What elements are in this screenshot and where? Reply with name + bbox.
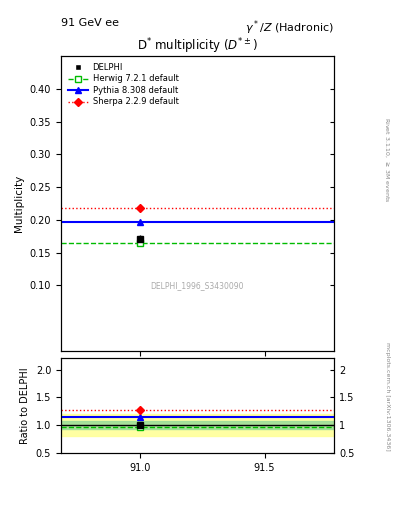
Text: DELPHI_1996_S3430090: DELPHI_1996_S3430090 (151, 282, 244, 290)
Bar (61, 421, 334, 429)
Text: mcplots.cern.ch [arXiv:1306.3436]: mcplots.cern.ch [arXiv:1306.3436] (385, 342, 389, 451)
Text: $\gamma^*/Z$ (Hadronic): $\gamma^*/Z$ (Hadronic) (245, 18, 334, 36)
Bar (61, 414, 334, 436)
Title: D$^{*}$ multiplicity ($D^{*\pm}$): D$^{*}$ multiplicity ($D^{*\pm}$) (137, 37, 258, 56)
Text: 91 GeV ee: 91 GeV ee (61, 18, 119, 28)
Y-axis label: Multiplicity: Multiplicity (14, 175, 24, 232)
Y-axis label: Ratio to DELPHI: Ratio to DELPHI (20, 368, 30, 444)
Text: Rivet 3.1.10, $\geq$ 3M events: Rivet 3.1.10, $\geq$ 3M events (383, 117, 391, 202)
Legend: DELPHI, Herwig 7.2.1 default, Pythia 8.308 default, Sherpa 2.2.9 default: DELPHI, Herwig 7.2.1 default, Pythia 8.3… (65, 60, 181, 109)
